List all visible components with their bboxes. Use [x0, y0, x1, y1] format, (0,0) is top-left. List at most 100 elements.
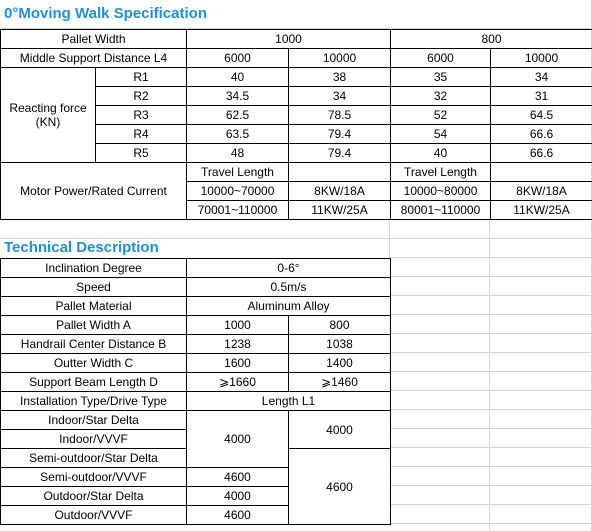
- gridline: [390, 371, 592, 372]
- cell: Semi-outdoor/VVVF: [0, 467, 187, 487]
- cell: 54: [390, 124, 492, 144]
- gridline: [390, 523, 592, 524]
- cell: Motor Power/Rated Current: [0, 162, 187, 220]
- cell: 38: [287, 67, 392, 87]
- cell: 4000: [186, 486, 289, 506]
- sheet-title: 0°Moving Walk Specification: [4, 5, 207, 22]
- cell: 1038: [288, 334, 391, 354]
- cell: R3: [95, 105, 187, 125]
- cell: 10000~70000: [186, 181, 289, 201]
- cell: 4600: [186, 505, 289, 525]
- cell: 10000: [287, 48, 392, 68]
- cell: 1000: [186, 315, 289, 335]
- cell: 78.5: [287, 105, 392, 125]
- gridline: [0, 238, 592, 239]
- cell: 70001~110000: [186, 200, 289, 220]
- cell: Travel Length: [186, 162, 289, 182]
- gridline: [390, 466, 592, 467]
- cell: 34: [490, 67, 592, 87]
- cell: Speed: [0, 277, 187, 297]
- tech-table: Inclination Degree 0-6° Speed 0.5m/s Palle…: [0, 258, 391, 525]
- cell: R5: [95, 143, 187, 163]
- cell: ⩾1460: [288, 372, 391, 392]
- cell: 52: [390, 105, 492, 125]
- cell: 6000: [390, 48, 492, 68]
- cell: 48: [186, 143, 289, 163]
- cell: 34: [287, 86, 392, 106]
- cell: 10000~80000: [390, 181, 492, 201]
- gridline: [389, 219, 390, 258]
- cell: 6000: [186, 48, 289, 68]
- cell: 66.6: [490, 143, 592, 163]
- cell: 80001~110000: [390, 200, 492, 220]
- gridline: [489, 219, 490, 531]
- cell: 4600: [186, 467, 289, 487]
- gridline: [390, 390, 592, 391]
- cell: Semi-outdoor/Star Delta: [0, 448, 187, 468]
- cell: 32: [390, 86, 492, 106]
- cell: Pallet Width A: [0, 315, 187, 335]
- cell: Inclination Degree: [0, 258, 187, 278]
- cell: 4000: [288, 410, 391, 449]
- gridline: [390, 428, 592, 429]
- gridline: [390, 409, 592, 410]
- cell: 800: [288, 315, 391, 335]
- gridline: [390, 276, 592, 277]
- cell: 10000: [490, 48, 592, 68]
- cell: 79.4: [287, 124, 392, 144]
- cell: 1000: [185, 29, 392, 49]
- cell: 40: [186, 67, 289, 87]
- cell: 1600: [186, 353, 289, 373]
- cell: Outdoor/Star Delta: [0, 486, 187, 506]
- gridline: [390, 447, 592, 448]
- gridline: [0, 28, 592, 29]
- cell: 31: [490, 86, 592, 106]
- gridline: [390, 352, 592, 353]
- cell: [287, 162, 392, 182]
- cell: 4600: [288, 448, 391, 525]
- cell: R1: [95, 67, 187, 87]
- cell: Aluminum Alloy: [186, 296, 391, 316]
- cell: 1238: [186, 334, 289, 354]
- cell: Travel Length: [390, 162, 492, 182]
- cell: Outter Width C: [0, 353, 187, 373]
- gridline: [390, 314, 592, 315]
- gridline: [390, 504, 592, 505]
- cell: 0.5m/s: [186, 277, 391, 297]
- cell: 0-6°: [186, 258, 391, 278]
- cell: R2: [95, 86, 187, 106]
- cell: 35: [390, 67, 492, 87]
- cell: Handrail Center Distance B: [0, 334, 187, 354]
- cell: Outdoor/VVVF: [0, 505, 187, 525]
- cell: R4: [95, 124, 187, 144]
- cell: 4000: [186, 410, 289, 468]
- cell: Middle Support Distance L4: [0, 48, 187, 68]
- cell: 8KW/18A: [287, 181, 392, 201]
- cell: 62.5: [186, 105, 289, 125]
- gridline: [390, 333, 592, 334]
- cell: 79.4: [287, 143, 392, 163]
- cell: [490, 162, 592, 182]
- cell: 1400: [288, 353, 391, 373]
- cell: 40: [390, 143, 492, 163]
- cell: 800: [390, 29, 592, 49]
- cell: 34.5: [186, 86, 289, 106]
- cell: ⩾1660: [186, 372, 289, 392]
- cell: 66.6: [490, 124, 592, 144]
- gridline: [390, 257, 592, 258]
- cell: 64.5: [490, 105, 592, 125]
- cell: Indoor/Star Delta: [0, 410, 187, 430]
- spec-table: Pallet Width 1000 800 Middle Support Dis…: [0, 29, 592, 220]
- cell: Pallet Material: [0, 296, 187, 316]
- cell: 8KW/18A: [490, 181, 592, 201]
- gridline: [390, 295, 592, 296]
- cell: 11KW/25A: [287, 200, 392, 220]
- cell: 11KW/25A: [490, 200, 592, 220]
- cell: Indoor/VVVF: [0, 429, 187, 449]
- section-title: Technical Description: [4, 239, 159, 256]
- cell: Pallet Width: [0, 29, 187, 49]
- gridline: [390, 485, 592, 486]
- cell: 63.5: [186, 124, 289, 144]
- cell: Length L1: [186, 391, 391, 411]
